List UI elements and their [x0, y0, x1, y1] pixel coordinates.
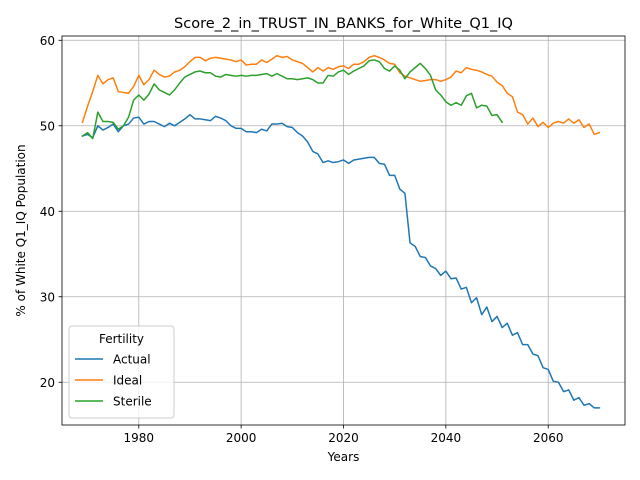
series-line-ideal — [81, 54, 601, 136]
grid-lines — [62, 36, 625, 425]
y-tick-label: 60 — [40, 34, 55, 48]
chart-legend: Fertility Actual Ideal Sterile — [68, 325, 175, 419]
series-lines — [81, 54, 601, 409]
x-tick-label: 1980 — [123, 431, 154, 445]
series-line-actual — [81, 113, 601, 409]
x-axis-label: Years — [327, 450, 360, 464]
y-axis-label: % of White Q1_IQ Population — [14, 144, 28, 316]
x-tick-label: 2060 — [533, 431, 564, 445]
series-line-sterile — [81, 59, 504, 140]
y-tick-label: 30 — [40, 290, 55, 304]
x-axis-ticks: 1980 2000 2020 2040 2060 — [123, 425, 564, 445]
legend-label-actual: Actual — [113, 353, 151, 367]
y-tick-label: 40 — [40, 205, 55, 219]
y-axis-ticks: 20 30 40 50 60 — [40, 34, 62, 390]
legend-label-sterile: Sterile — [113, 395, 152, 409]
legend-box — [68, 325, 175, 419]
x-tick-label: 2040 — [431, 431, 462, 445]
y-tick-label: 20 — [40, 376, 55, 390]
x-tick-label: 2020 — [328, 431, 359, 445]
y-tick-label: 50 — [40, 119, 55, 133]
x-tick-label: 2000 — [226, 431, 257, 445]
legend-title: Fertility — [99, 332, 144, 346]
legend-label-ideal: Ideal — [113, 374, 142, 388]
chart-title: Score_2_in_TRUST_IN_BANKS_for_White_Q1_I… — [174, 16, 513, 32]
